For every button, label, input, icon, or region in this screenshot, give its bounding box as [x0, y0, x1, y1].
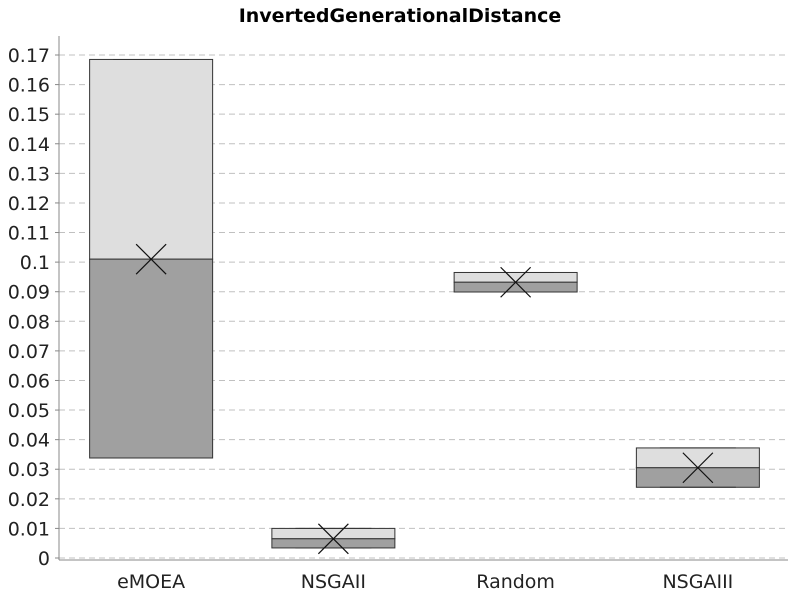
box-emoea [89, 58, 214, 459]
x-category-label: NSGAIII [662, 571, 733, 593]
box-lower-quartile [453, 281, 578, 293]
mean-marker [500, 266, 532, 298]
y-tick-label: 0.07 [8, 341, 50, 363]
mean-marker [682, 452, 714, 484]
y-tick-label: 0.06 [8, 370, 50, 392]
y-tick-label: 0.01 [8, 518, 50, 540]
box-nsgaiii [635, 447, 760, 488]
y-tick-label: 0.17 [8, 45, 50, 67]
x-category-label: NSGAII [301, 571, 366, 593]
chart-title: InvertedGenerationalDistance [239, 5, 562, 27]
y-tick-label: 0 [38, 548, 50, 570]
box-lower-quartile [635, 467, 760, 488]
box-upper-quartile [635, 447, 760, 469]
y-tick-label: 0.11 [8, 223, 50, 245]
y-axis-ticks: 0 0.01 0.02 0.03 0.04 0.05 0.06 0.07 0.08 0.09 0.1… [8, 45, 59, 570]
y-tick-label: 0.02 [8, 489, 50, 511]
box-lower-quartile [89, 258, 214, 459]
box-lower-quartile [271, 538, 396, 549]
x-axis-categories: eMOEA NSGAII Random NSGAIII [117, 571, 733, 593]
y-tick-label: 0.14 [8, 134, 50, 156]
x-category-label: Random [476, 571, 555, 593]
box-upper-quartile [89, 58, 214, 260]
box-nsgaii [271, 523, 396, 555]
x-category-label: eMOEA [117, 571, 185, 593]
y-tick-label: 0.1 [20, 252, 50, 274]
y-tick-label: 0.15 [8, 104, 50, 126]
mean-marker [135, 243, 167, 275]
y-tick-label: 0.13 [8, 163, 50, 185]
box-random [453, 266, 578, 298]
box-upper-quartile [271, 527, 396, 540]
y-tick-label: 0.09 [8, 282, 50, 304]
y-tick-label: 0.16 [8, 75, 50, 97]
y-tick-label: 0.08 [8, 311, 50, 333]
y-tick-label: 0.04 [8, 430, 50, 452]
box-upper-quartile [453, 271, 578, 283]
boxes [89, 58, 760, 555]
y-tick-label: 0.12 [8, 193, 50, 215]
y-tick-label: 0.05 [8, 400, 50, 422]
mean-marker [317, 523, 349, 555]
y-tick-label: 0.03 [8, 459, 50, 481]
